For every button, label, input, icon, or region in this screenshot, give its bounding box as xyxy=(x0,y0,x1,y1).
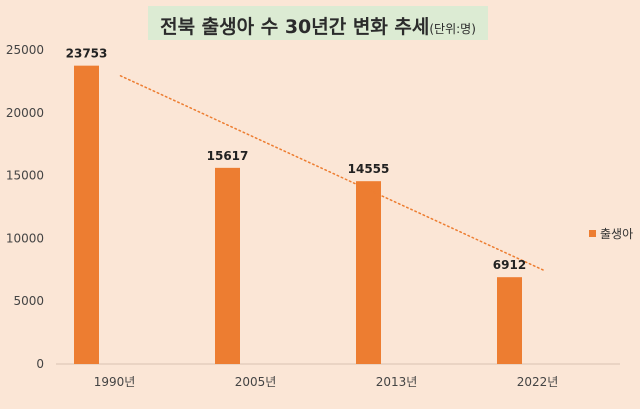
legend: 출생아 xyxy=(589,225,633,242)
y-tick-label: 15000 xyxy=(6,169,44,183)
chart-title-box: 전북 출생아 수 30년간 변화 추세 (단위:명) xyxy=(148,6,488,40)
axes: 0 5000 10000 15000 20000 25000 1990년 2005년 2013년… xyxy=(6,43,620,389)
data-label: 15617 xyxy=(207,149,249,163)
legend-swatch xyxy=(589,230,596,237)
x-tick-label: 2005년 xyxy=(235,375,277,389)
x-tick-label: 2013년 xyxy=(376,375,418,389)
trendline xyxy=(119,75,545,271)
bar-2005년 xyxy=(215,167,240,364)
chart-unit: (단위:명) xyxy=(429,22,476,36)
bar-2022년 xyxy=(497,277,522,364)
y-tick-label: 20000 xyxy=(6,106,44,120)
y-tick-label: 25000 xyxy=(6,43,44,57)
bars xyxy=(74,65,522,364)
y-tick-label: 0 xyxy=(36,357,44,371)
data-labels: 23753 15617 14555 6912 xyxy=(66,47,527,273)
bar-1990년 xyxy=(74,65,99,364)
data-label: 6912 xyxy=(493,258,526,272)
data-label: 14555 xyxy=(348,162,390,176)
chart-title: 전북 출생아 수 30년간 변화 추세 xyxy=(160,16,430,38)
x-tick-label: 2022년 xyxy=(517,375,559,389)
data-label: 23753 xyxy=(66,47,108,61)
bar-2013년 xyxy=(356,181,381,364)
x-tick-label: 1990년 xyxy=(94,375,136,389)
legend-label: 출생아 xyxy=(600,227,634,241)
y-tick-label: 5000 xyxy=(13,294,44,308)
trendline-line xyxy=(119,75,545,271)
y-tick-label: 10000 xyxy=(6,231,44,245)
